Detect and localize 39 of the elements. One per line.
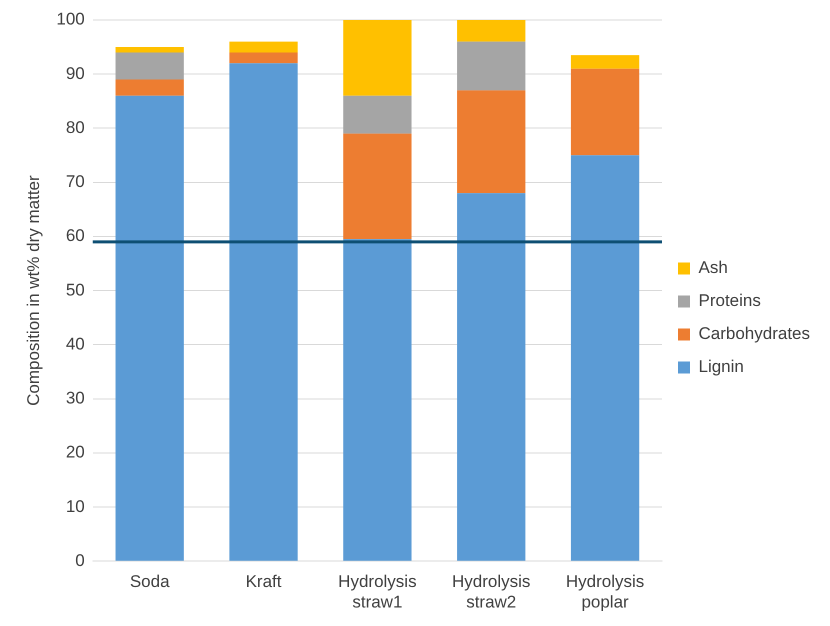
y-tick-label: 100 — [56, 10, 85, 29]
y-tick-label: 80 — [66, 118, 85, 137]
bar — [229, 63, 298, 561]
bar — [343, 134, 412, 240]
bar — [570, 55, 640, 69]
y-tick-label: 60 — [66, 226, 85, 246]
bar — [457, 42, 526, 90]
legend-label: Proteins — [698, 291, 761, 310]
bar — [116, 47, 184, 52]
bar — [343, 20, 412, 96]
y-tick-label: 70 — [66, 172, 85, 192]
y-axis-title: Composition in wt% dry matter — [24, 175, 43, 406]
bar — [229, 42, 298, 52]
x-tick-label: Soda — [130, 572, 170, 592]
legend-label: Carbohydrates — [698, 324, 810, 344]
bar — [116, 52, 184, 80]
legend-label: Ash — [698, 258, 728, 278]
y-tick-label: 30 — [66, 388, 85, 408]
x-tick-label: Kraft — [246, 572, 282, 592]
y-tick-label: 20 — [66, 442, 85, 462]
y-tick-label: 40 — [66, 334, 85, 354]
y-tick-label: 50 — [66, 280, 85, 300]
y-tick-label: 10 — [66, 496, 85, 516]
bar — [570, 155, 640, 561]
bar — [116, 80, 184, 96]
y-tick-label: 90 — [66, 64, 85, 83]
bar — [570, 68, 640, 156]
x-tick-label: Hydrolysis poplar — [566, 572, 644, 612]
bar — [343, 239, 412, 561]
bar — [343, 96, 412, 134]
y-tick-label: 0 — [75, 550, 85, 570]
bar — [457, 90, 526, 194]
legend-label: Lignin — [698, 357, 744, 376]
bar — [457, 20, 526, 42]
bar — [116, 96, 184, 561]
x-tick-label: Hydrolysis straw2 — [452, 572, 530, 612]
bar — [457, 193, 526, 561]
x-tick-label: Hydrolysis straw1 — [338, 572, 417, 612]
bar — [229, 52, 298, 64]
